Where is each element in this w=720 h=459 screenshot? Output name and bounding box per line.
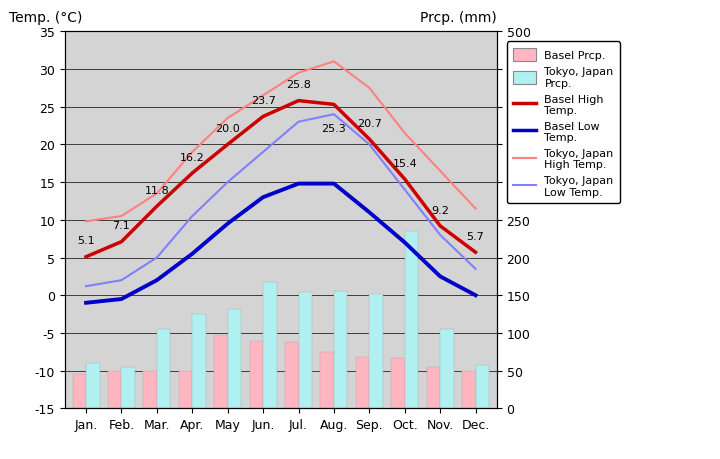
Bar xyxy=(285,342,299,409)
Text: 5.1: 5.1 xyxy=(77,236,95,246)
Bar xyxy=(462,371,475,409)
Legend: Basel Prcp., Tokyo, Japan
Prcp., Basel High
Temp., Basel Low
Temp., Tokyo, Japan: Basel Prcp., Tokyo, Japan Prcp., Basel H… xyxy=(507,42,621,204)
Bar xyxy=(73,375,86,409)
Text: 25.8: 25.8 xyxy=(286,80,311,90)
Bar xyxy=(320,352,334,409)
Bar xyxy=(215,336,228,409)
Bar xyxy=(391,358,405,409)
Bar xyxy=(179,371,192,409)
Bar xyxy=(299,292,312,409)
Bar xyxy=(427,367,440,409)
Text: 9.2: 9.2 xyxy=(431,205,449,215)
Bar xyxy=(250,341,263,409)
Bar xyxy=(192,314,206,409)
Bar xyxy=(86,364,99,409)
Text: 20.7: 20.7 xyxy=(357,118,382,129)
Bar xyxy=(108,371,122,409)
Text: 5.7: 5.7 xyxy=(467,231,485,241)
Text: Prcp. (mm): Prcp. (mm) xyxy=(420,11,497,25)
Bar xyxy=(405,232,418,409)
Bar xyxy=(157,330,171,409)
Text: 11.8: 11.8 xyxy=(145,185,169,196)
Text: 16.2: 16.2 xyxy=(180,152,204,162)
Bar xyxy=(334,292,347,409)
Text: 25.3: 25.3 xyxy=(322,124,346,134)
Bar xyxy=(122,367,135,409)
Bar xyxy=(143,371,157,409)
Bar xyxy=(228,309,241,409)
Text: Temp. (°C): Temp. (°C) xyxy=(9,11,82,25)
Text: 15.4: 15.4 xyxy=(392,158,417,168)
Text: 20.0: 20.0 xyxy=(215,124,240,134)
Text: 7.1: 7.1 xyxy=(112,221,130,231)
Bar xyxy=(440,330,454,409)
Bar xyxy=(356,357,369,409)
Text: 23.7: 23.7 xyxy=(251,96,276,106)
Bar xyxy=(369,294,383,409)
Bar xyxy=(263,282,276,409)
Bar xyxy=(475,366,489,409)
